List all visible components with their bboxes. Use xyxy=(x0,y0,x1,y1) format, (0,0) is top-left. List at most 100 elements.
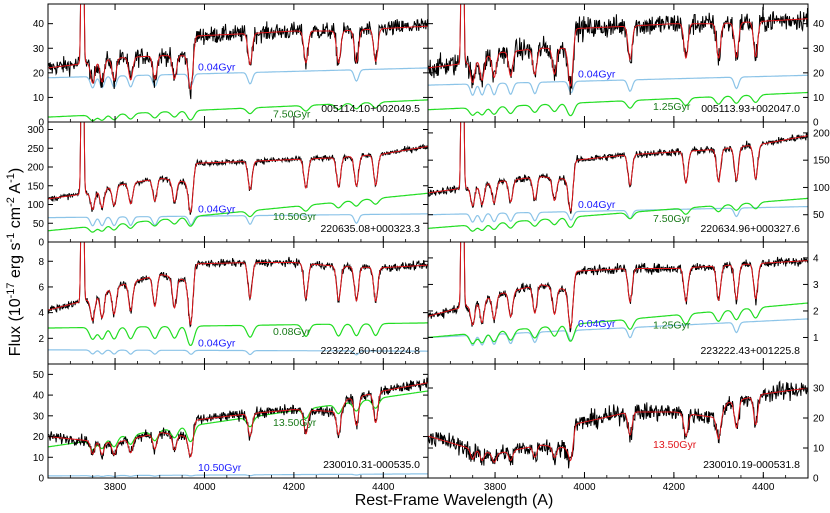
y-tick-label: 2 xyxy=(813,306,819,317)
y-tick-label: 10 xyxy=(33,453,45,464)
old-model-line xyxy=(428,91,808,117)
young-model-line xyxy=(428,205,808,223)
old-model-line xyxy=(48,99,428,122)
observed-spectrum-line xyxy=(48,377,428,460)
panel-230010.31-000535.0: 3800 4000 4200 4400 0 10 20 30 40 50 230010.31-000… xyxy=(33,363,429,493)
old-age-label: 1.25Gyr xyxy=(653,101,691,113)
observed-spectrum-line xyxy=(428,4,808,95)
object-id-label: 005114.10+002049.5 xyxy=(321,103,420,115)
y-tick-label: 0 xyxy=(38,474,44,485)
y-tick-label: 1 xyxy=(813,333,819,344)
x-tick-label: 4000 xyxy=(193,482,216,493)
object-id-label: 223222.43+001225.8 xyxy=(700,345,800,357)
fit-spectrum-line xyxy=(428,122,808,212)
fit-spectrum-line xyxy=(48,122,428,213)
x-tick-label: 4000 xyxy=(573,482,596,493)
old-age-label: 7.50Gyr xyxy=(273,109,311,121)
y-tick-label: 300 xyxy=(27,125,44,136)
plot-area xyxy=(48,4,428,122)
fit-spectrum-line xyxy=(428,242,808,329)
old-model-line xyxy=(48,192,428,233)
plot-area xyxy=(48,377,428,478)
old-model-line xyxy=(428,197,808,232)
object-id-label: 230010.19-000531.8 xyxy=(703,459,800,471)
y-tick-label: 20 xyxy=(33,432,45,443)
single-age-label: 13.50Gyr xyxy=(653,439,697,451)
old-model-line xyxy=(428,302,808,345)
panel-230010.19-000531.8: 3800 4000 4200 4400 0 10 20 30 230010.19-000531.… xyxy=(427,363,825,493)
y-tick-label: 150 xyxy=(27,181,44,192)
y-tick-label: 200 xyxy=(27,163,44,174)
y-tick-label: 0 xyxy=(813,118,819,129)
panel-005114.10+002049.5: 0 10 20 30 40 005114.10+002049.5 0.04Gyr 7.50Gy… xyxy=(33,3,429,129)
y-tick-label: 10 xyxy=(813,93,825,104)
y-tick-label: 4 xyxy=(813,253,819,264)
y-tick-label: 4 xyxy=(38,308,44,319)
y-tick-label: 50 xyxy=(33,370,45,381)
observed-spectrum-line xyxy=(428,380,808,469)
plot-area xyxy=(48,242,428,356)
y-tick-label: 30 xyxy=(813,44,825,55)
y-tick-label: 150 xyxy=(813,156,830,167)
fit-spectrum-line xyxy=(428,387,808,463)
x-tick-label: 3800 xyxy=(104,482,127,493)
old-age-label: 1.25Gyr xyxy=(653,320,691,332)
y-tick-label: 8 xyxy=(38,257,44,268)
y-tick-label: 40 xyxy=(813,19,825,30)
young-age-label: 0.04Gyr xyxy=(198,61,236,73)
object-id-label: 005113.93+002047.0 xyxy=(701,103,800,115)
fit-spectrum-line xyxy=(48,242,428,325)
y-tick-label: 2 xyxy=(38,334,44,345)
y-tick-label: 50 xyxy=(33,219,45,230)
y-tick-label: 0 xyxy=(813,474,819,485)
observed-spectrum-line xyxy=(48,4,428,100)
plot-area xyxy=(48,122,428,233)
x-axis-title: Rest-Frame Wavelength (A) xyxy=(355,492,554,509)
y-tick-label: 30 xyxy=(33,44,45,55)
y-tick-label: 20 xyxy=(813,414,825,425)
y-tick-label: 200 xyxy=(813,128,830,139)
young-age-label: 0.04Gyr xyxy=(578,199,616,211)
y-tick-label: 30 xyxy=(813,384,825,395)
old-age-label: 10.50Gyr xyxy=(273,211,317,223)
y-tick-label: 50 xyxy=(813,210,825,221)
young-model-line xyxy=(428,318,808,347)
old-age-label: 13.50Gyr xyxy=(273,417,317,429)
panel-223222.43+001225.8: 1 2 3 4 223222.43+001225.8 0.04Gyr 1.25Gyr xyxy=(427,241,819,365)
y-tick-label: 40 xyxy=(33,391,45,402)
young-age-label: 0.04Gyr xyxy=(578,69,616,81)
plot-area xyxy=(428,122,808,232)
x-tick-label: 4200 xyxy=(663,482,686,493)
young-age-label: 0.04Gyr xyxy=(578,318,616,330)
observed-spectrum-line xyxy=(428,242,808,333)
x-tick-label: 4400 xyxy=(752,482,775,493)
old-age-label: 0.08Gyr xyxy=(273,326,311,338)
y-tick-label: 40 xyxy=(33,19,45,30)
young-age-label: 10.50Gyr xyxy=(198,462,242,474)
fit-spectrum-line xyxy=(428,4,808,87)
young-model-line xyxy=(48,473,428,478)
object-id-label: 223222.60+001224.8 xyxy=(320,345,420,357)
y-tick-label: 30 xyxy=(33,411,45,422)
plot-area xyxy=(428,242,808,347)
x-tick-label: 4200 xyxy=(283,482,306,493)
panel-223222.60+001224.8: 2 4 6 8 223222.60+001224.8 0.04Gyr 0.08Gyr xyxy=(38,241,429,365)
plot-area xyxy=(428,4,808,117)
panel-frame xyxy=(427,363,809,479)
y-tick-label: 0 xyxy=(38,238,44,249)
old-model-line xyxy=(48,322,428,347)
y-tick-label: 20 xyxy=(813,68,825,79)
panel-grid: 010203040005114.10+002049.50.04Gyr7.50Gy… xyxy=(27,3,830,493)
y-tick-label: 6 xyxy=(38,282,44,293)
y-tick-label: 0 xyxy=(38,118,44,129)
x-tick-label: 4400 xyxy=(372,482,395,493)
young-model-line xyxy=(48,213,428,227)
x-tick-label: 3800 xyxy=(484,482,507,493)
young-model-line xyxy=(428,74,808,96)
object-id-label: 220635.08+000323.3 xyxy=(320,223,420,235)
y-tick-label: 3 xyxy=(813,280,819,291)
panel-220634.96+000327.6: 50 100 150 200 220634.96+000327.6 0.04Gyr 7.50… xyxy=(427,121,830,243)
young-model-line xyxy=(48,349,428,356)
object-id-label: 230010.31-000535.0 xyxy=(323,459,420,471)
